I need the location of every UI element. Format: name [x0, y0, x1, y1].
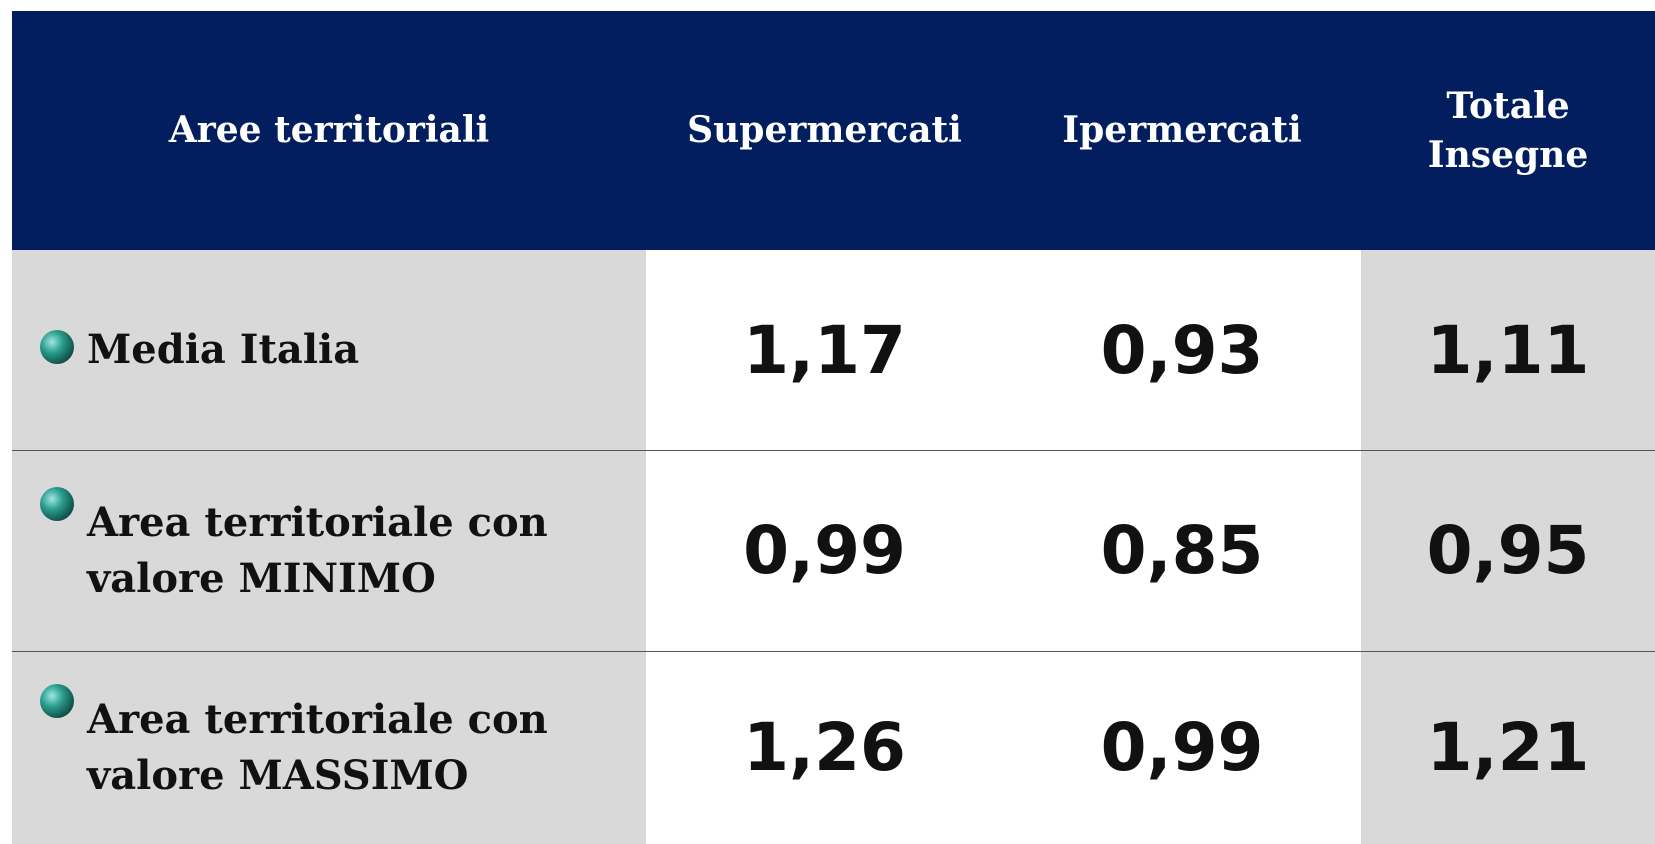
value-cell: 1,11 [1361, 250, 1655, 450]
header-cell: Ipermercati [1003, 11, 1361, 250]
value: 1,11 [1426, 311, 1590, 389]
row-label-cell: Area territoriale con valore MASSIMO [12, 651, 646, 844]
bullet-icon [40, 683, 74, 718]
value-cell: 1,17 [646, 250, 1003, 450]
row-label-cell: Area territoriale con valore MINIMO [12, 450, 646, 651]
header-text: Supermercati [687, 109, 962, 152]
header-cell: Aree territoriali [12, 11, 646, 250]
header-text: Aree territoriali [168, 109, 490, 152]
value: 1,17 [743, 311, 906, 389]
value-cell: 0,99 [1003, 651, 1361, 844]
row-separator [12, 450, 1655, 451]
value: 1,21 [1426, 709, 1590, 786]
value: 1,26 [743, 709, 906, 786]
bullet-icon [40, 330, 74, 364]
value-cell: 0,95 [1361, 450, 1655, 651]
bullet-icon [40, 486, 74, 521]
value: 0,85 [1100, 512, 1264, 589]
header-text: Totale Insegne [1427, 84, 1589, 176]
header-cell: Supermercati [646, 11, 1003, 250]
value-cell: 0,99 [646, 450, 1003, 651]
value: 0,99 [743, 512, 906, 589]
value-cell: 0,85 [1003, 450, 1361, 651]
value-cell: 1,21 [1361, 651, 1655, 844]
value-cell: 0,93 [1003, 250, 1361, 450]
row-label: Area territoriale con valore MINIMO [87, 498, 548, 602]
row-separator [12, 651, 1655, 652]
value-cell: 1,26 [646, 651, 1003, 844]
value: 0,93 [1100, 311, 1264, 389]
row-label: Area territoriale con valore MASSIMO [87, 695, 548, 799]
header-cell: Totale Insegne [1361, 11, 1655, 250]
header-text: Ipermercati [1062, 109, 1302, 152]
row-label-cell: Media Italia [12, 250, 646, 450]
row-label: Media Italia [87, 326, 360, 373]
value: 0,99 [1100, 709, 1264, 786]
value: 0,95 [1426, 512, 1590, 589]
